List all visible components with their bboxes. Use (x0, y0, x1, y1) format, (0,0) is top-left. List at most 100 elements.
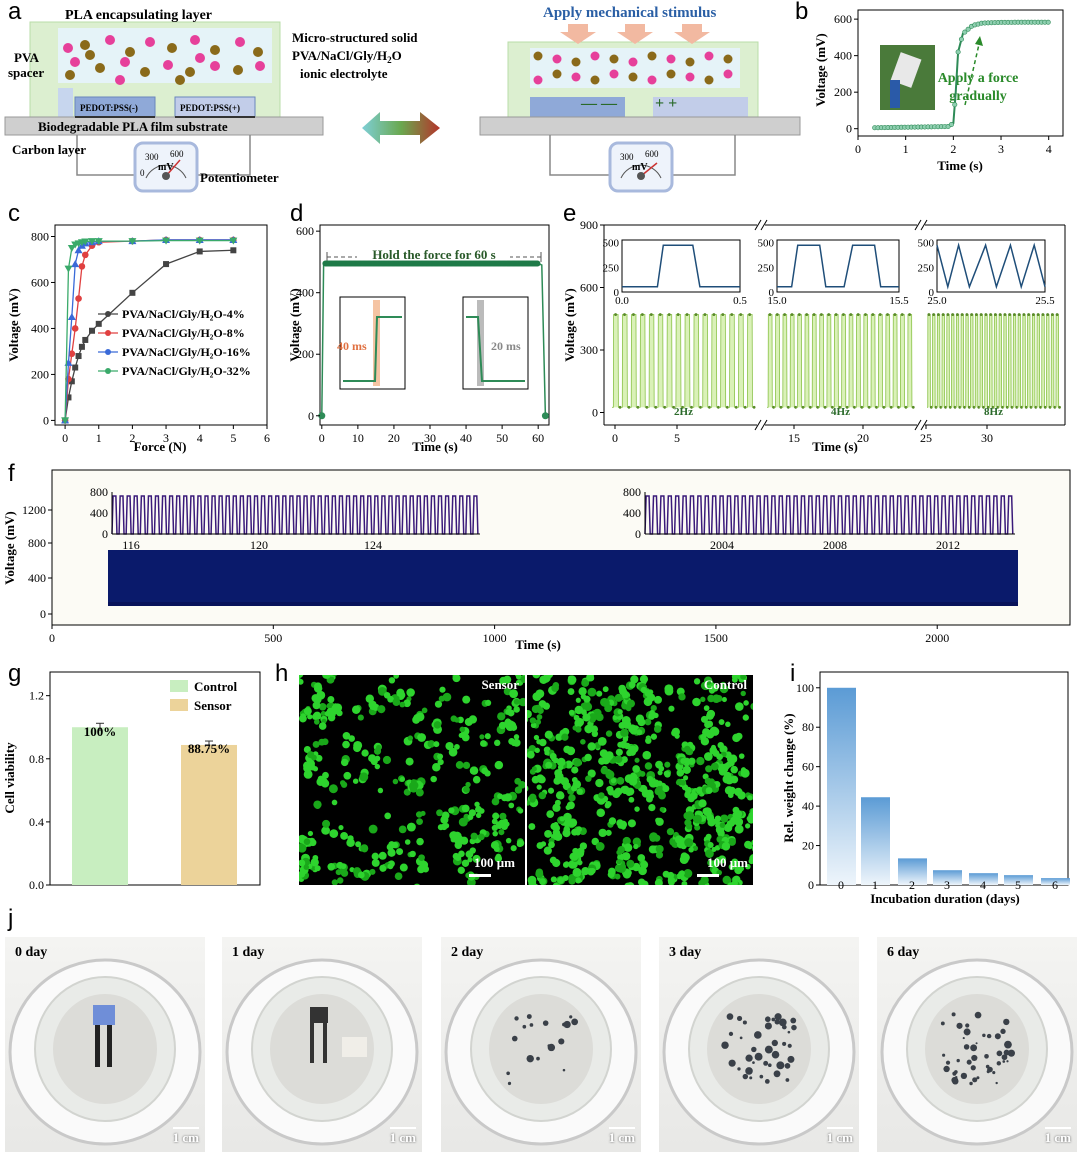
e-pulse (863, 314, 868, 408)
debris-icon (1007, 1049, 1015, 1057)
cell-dot (536, 739, 542, 745)
e-point (979, 313, 983, 316)
anion-icon (647, 51, 657, 61)
cell-dot (391, 841, 399, 849)
e-pulse (841, 314, 846, 408)
i-bar (969, 873, 998, 885)
e-point (989, 313, 993, 316)
cell-dot (543, 846, 552, 855)
pedot-pos-label: PEDOT:PSS(+) (180, 103, 240, 113)
cell-dot (551, 684, 559, 692)
e-pulse (965, 314, 969, 408)
cell-dot (392, 698, 401, 706)
c-ytick-label: 600 (31, 275, 49, 289)
cell-dot (484, 733, 491, 740)
c-xtick-label: 5 (230, 431, 236, 445)
i-ylabel: Rel. weight change (%) (781, 713, 796, 842)
cell-dot (472, 854, 481, 863)
debris-icon (771, 1050, 780, 1059)
debris-icon (571, 1018, 579, 1026)
e-point (904, 405, 908, 409)
debris-icon (992, 1071, 996, 1075)
cation-icon (628, 57, 638, 67)
cell-dot (495, 853, 502, 860)
cell-dot (748, 858, 753, 865)
cell-dot (342, 740, 350, 749)
cell-dot (449, 831, 458, 840)
cell-dot (566, 818, 576, 828)
e-xtick-label: 20 (857, 431, 869, 445)
cell-dot (459, 836, 469, 845)
e-point (977, 405, 981, 409)
cell-dot (621, 756, 628, 763)
cell-dot (676, 769, 685, 777)
e-point (875, 405, 878, 409)
cell-dot (377, 787, 384, 794)
c-point (230, 247, 237, 254)
anion-icon (175, 75, 185, 85)
e-point (948, 405, 952, 409)
cell-dot (628, 681, 636, 689)
cell-dot (568, 794, 576, 802)
c-ytick-label: 400 (31, 321, 49, 335)
cell-dot (600, 697, 609, 707)
cell-dot (445, 741, 454, 751)
e-pulse (956, 314, 959, 408)
debris-icon (514, 1016, 519, 1021)
cell-dot (450, 715, 458, 722)
e-point (1001, 405, 1004, 409)
cell-dot (528, 823, 536, 831)
c-legend-label: PVA/NaCl/Gly/H₂O-32% (122, 364, 251, 378)
cell-dot (565, 804, 571, 810)
debris-icon (742, 1073, 749, 1080)
cell-dot (353, 744, 362, 753)
cell-dot (368, 824, 378, 834)
cell-dot (683, 745, 691, 753)
i-xtick-label: 5 (1015, 878, 1021, 892)
cell-dot (550, 876, 557, 883)
e-pulse (941, 314, 945, 408)
cell-dot (442, 692, 452, 702)
cell-dot (531, 766, 537, 772)
cell-dot (692, 814, 702, 824)
cell-dot (584, 724, 594, 734)
debris-icon (781, 1024, 787, 1030)
e-break-mark (920, 419, 928, 431)
cell-dot (419, 860, 429, 870)
e-inset-xtick: 25.5 (1035, 295, 1055, 307)
cell-dot (679, 870, 685, 877)
cell-dot (620, 728, 629, 737)
cell-dot (338, 824, 344, 831)
f-xtick-label: 500 (264, 631, 282, 645)
cell-dot (637, 854, 646, 862)
e-pulse (768, 314, 773, 408)
e-freq-label: 2Hz (674, 406, 693, 418)
cell-dot (303, 769, 313, 779)
cell-dot (552, 829, 561, 837)
cell-dot (624, 774, 634, 784)
e-point (937, 313, 940, 316)
cell-dot (515, 675, 522, 680)
cell-dot (700, 715, 709, 723)
g-value-sensor: 88.75% (188, 741, 230, 756)
cell-dot (540, 841, 547, 847)
cell-dot (688, 757, 696, 765)
cell-dot (303, 745, 311, 754)
cell-dot (704, 752, 713, 761)
cell-dot (655, 817, 661, 824)
cell-dot (461, 859, 470, 867)
e-pulse (775, 314, 780, 408)
cell-dot (387, 695, 394, 703)
anion-icon (210, 45, 220, 55)
c-point (89, 327, 96, 334)
cell-dot (546, 810, 555, 818)
cell-dot (327, 862, 336, 871)
cell-dot (314, 865, 321, 872)
debris-icon (986, 1033, 992, 1039)
cell-dot (318, 702, 327, 711)
e-point (672, 405, 676, 409)
cell-dot (474, 805, 482, 813)
cell-dot (405, 757, 414, 766)
e-pulse (711, 314, 717, 408)
cell-dot (505, 837, 512, 844)
